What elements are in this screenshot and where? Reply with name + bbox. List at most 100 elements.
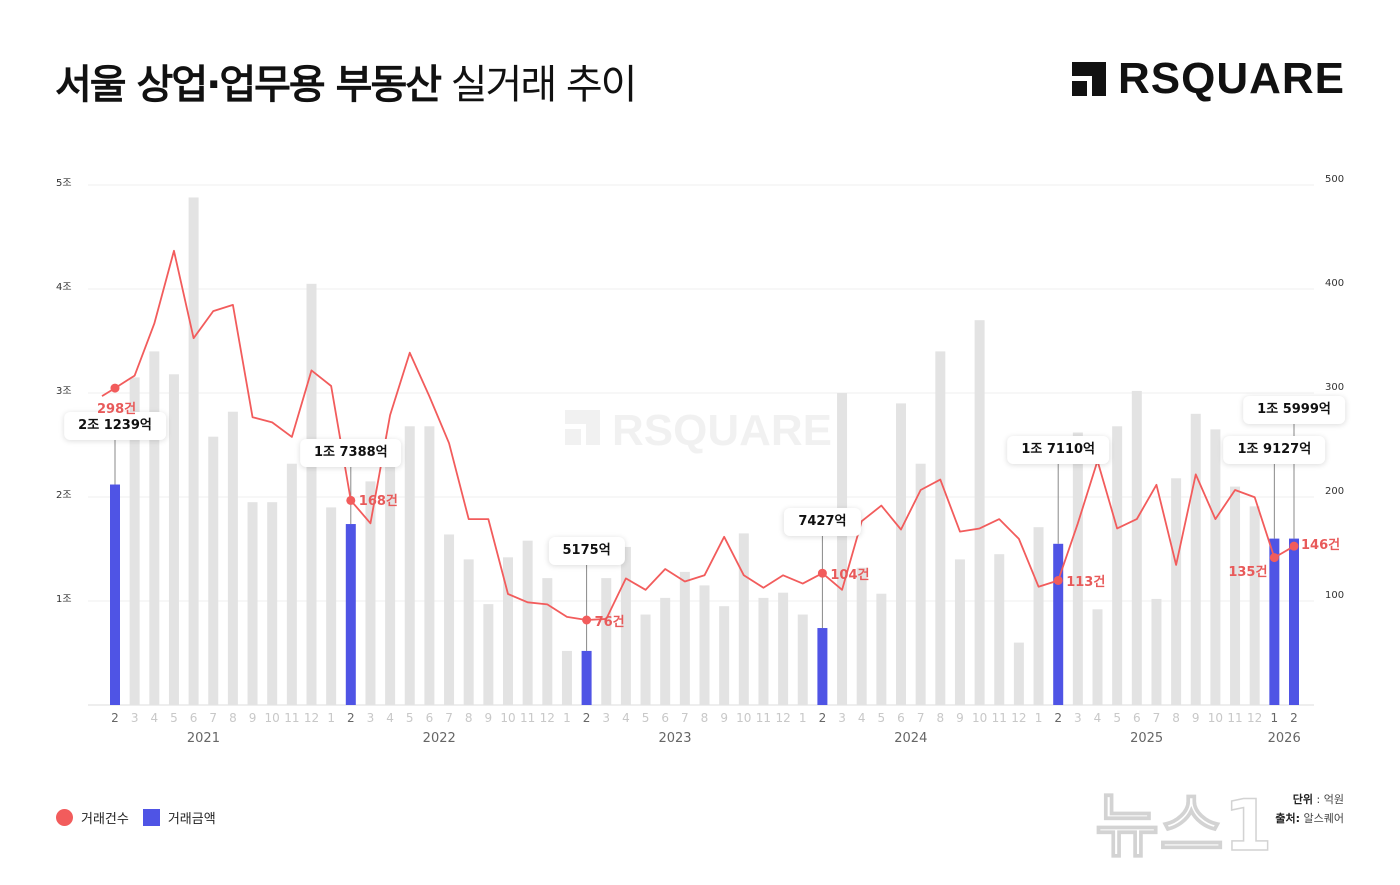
bar	[561, 650, 572, 705]
legend: 거래건수 거래금액	[56, 808, 216, 827]
x-axis-month: 2	[111, 711, 119, 725]
x-axis-month: 7	[445, 711, 453, 725]
count-marker	[1289, 541, 1299, 551]
unit-note: 단위 : 억원	[1292, 793, 1344, 806]
x-axis-month: 7	[681, 711, 689, 725]
bar	[758, 597, 769, 705]
bar	[542, 578, 553, 705]
bar	[385, 457, 396, 705]
count-label: 135건	[1228, 564, 1268, 580]
left-axis-tick: 4조	[56, 282, 72, 293]
brand-name: RSQUARE	[1118, 54, 1346, 103]
x-axis-month: 9	[1191, 711, 1200, 725]
count-label: 168건	[358, 494, 398, 510]
x-axis-month: 11	[755, 711, 772, 725]
bar	[1249, 506, 1260, 705]
x-axis-month: 12	[775, 711, 791, 725]
bar	[719, 606, 730, 705]
source-note: 출처: 알스퀘어	[1275, 812, 1344, 825]
bar	[601, 578, 612, 705]
bar	[778, 592, 789, 705]
bar	[149, 351, 160, 705]
bar	[444, 534, 455, 705]
bar	[208, 436, 219, 705]
legend-amount-square-icon	[142, 809, 160, 826]
right-axis-tick: 100	[1325, 590, 1345, 601]
right-axis-tick: 500	[1325, 174, 1345, 185]
title-bold: 서울 상업·업무용 부동산	[55, 62, 442, 108]
count-marker	[1269, 553, 1279, 563]
bar	[1072, 432, 1083, 705]
highlight-bar	[110, 484, 120, 705]
bar	[168, 374, 179, 705]
x-axis-month: 2	[346, 711, 355, 725]
watermark: RSQUARE	[565, 406, 832, 455]
bar	[227, 411, 238, 705]
bar	[640, 614, 651, 705]
count-label: 298건	[97, 402, 137, 418]
x-axis-month: 7	[916, 711, 925, 725]
legend-count-dot-icon	[56, 809, 73, 826]
bar	[306, 283, 317, 705]
x-axis-month: 2	[1054, 711, 1063, 725]
bar	[188, 197, 199, 706]
bar	[286, 463, 297, 705]
rsquare-mark-icon	[1072, 62, 1106, 96]
x-axis-year: 2023	[658, 731, 692, 746]
bar	[620, 546, 631, 705]
svg-text:RSQUARE: RSQUARE	[612, 406, 832, 455]
amount-callout: 1조 7110억	[1007, 436, 1110, 464]
bar	[247, 502, 258, 705]
bar	[1013, 642, 1024, 705]
bar	[483, 604, 494, 705]
bar	[935, 351, 946, 705]
x-axis-month: 9	[248, 711, 257, 725]
x-axis-month: 3	[130, 711, 139, 725]
highlight-bar	[1289, 538, 1299, 705]
left-axis-tick: 3조	[56, 386, 72, 397]
bar	[463, 559, 474, 705]
x-axis-month: 4	[150, 711, 159, 725]
bar	[522, 540, 533, 705]
x-axis-month: 4	[386, 711, 394, 725]
x-axis-month: 10	[500, 711, 516, 725]
bar	[797, 614, 808, 705]
x-axis-month: 6	[897, 711, 905, 725]
chart-notes: 단위 : 억원 출처: 알스퀘어	[1275, 790, 1344, 828]
amount-callout: 1조 7388억	[299, 439, 402, 467]
x-axis-month: 8	[464, 711, 473, 725]
bar	[365, 481, 376, 705]
bar	[974, 320, 985, 705]
x-axis-month: 3	[838, 711, 846, 725]
x-axis-month: 6	[1132, 711, 1141, 725]
highlight-bar	[581, 650, 592, 705]
x-axis-month: 9	[956, 711, 964, 725]
x-axis-month: 2	[1290, 711, 1298, 725]
x-axis-month: 8	[700, 711, 709, 725]
left-axis-tick: 5조	[56, 178, 72, 189]
amount-callout: 2조 1239억	[64, 412, 166, 440]
bar	[424, 426, 435, 705]
legend-count-label: 거래건수	[81, 812, 129, 827]
x-axis-month: 3	[366, 711, 375, 725]
bar	[503, 557, 513, 705]
bar	[915, 463, 926, 705]
bar	[837, 393, 848, 705]
bar	[1151, 598, 1162, 705]
page-title: 서울 상업·업무용 부동산 실거래 추이	[55, 52, 638, 110]
bar	[660, 597, 671, 705]
count-marker	[582, 615, 592, 625]
x-axis-month: 6	[189, 711, 198, 725]
count-label: 76건	[594, 615, 625, 630]
x-axis-month: 4	[1093, 711, 1102, 725]
bar	[856, 567, 867, 705]
x-axis-month: 9	[484, 711, 493, 725]
x-axis-month: 2	[818, 711, 827, 725]
bar	[994, 554, 1005, 705]
x-axis-month: 10	[1207, 711, 1224, 725]
x-axis-year: 2021	[186, 731, 220, 746]
title-light: 실거래 추이	[440, 62, 638, 108]
bar	[1033, 527, 1044, 705]
amount-callout: 5175억	[548, 537, 625, 565]
x-axis-month: 5	[170, 711, 178, 725]
